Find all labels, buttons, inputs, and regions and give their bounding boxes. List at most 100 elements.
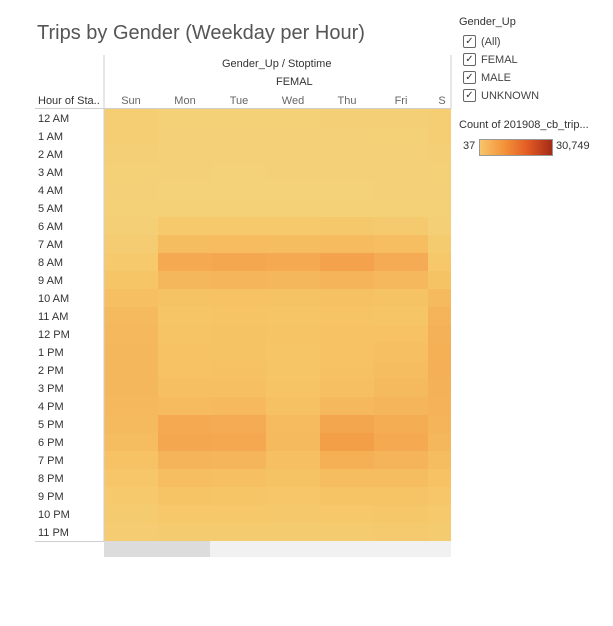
heatmap-cell[interactable] — [104, 199, 158, 217]
heatmap-cell[interactable] — [104, 127, 158, 145]
heatmap-cell[interactable] — [320, 469, 374, 487]
heatmap-cell[interactable] — [158, 433, 212, 451]
heatmap-cell[interactable] — [158, 415, 212, 433]
heatmap-cell[interactable] — [104, 487, 158, 505]
heatmap-cell[interactable] — [374, 433, 428, 451]
heatmap-cell[interactable] — [374, 145, 428, 163]
heatmap-cell[interactable] — [104, 271, 158, 289]
heatmap-cell[interactable] — [374, 469, 428, 487]
heatmap-cell[interactable] — [158, 505, 212, 523]
heatmap-cell[interactable] — [266, 235, 320, 253]
heatmap-cell[interactable] — [104, 235, 158, 253]
heatmap-cell[interactable] — [320, 487, 374, 505]
heatmap-cell[interactable] — [266, 163, 320, 181]
heatmap-cell[interactable] — [266, 271, 320, 289]
heatmap-cell[interactable] — [374, 217, 428, 235]
heatmap-cell[interactable] — [374, 109, 428, 127]
heatmap-cell[interactable] — [158, 289, 212, 307]
heatmap-cell[interactable] — [158, 325, 212, 343]
heatmap-cell[interactable] — [104, 145, 158, 163]
heatmap-cell[interactable] — [428, 271, 482, 289]
heatmap-cell[interactable] — [374, 163, 428, 181]
heatmap-cell[interactable] — [374, 181, 428, 199]
heatmap-cell[interactable] — [212, 199, 266, 217]
heatmap-cell[interactable] — [428, 379, 482, 397]
heatmap-cell[interactable] — [266, 451, 320, 469]
heatmap-cell[interactable] — [104, 343, 158, 361]
heatmap-cell[interactable] — [320, 523, 374, 541]
heatmap-cell[interactable] — [266, 379, 320, 397]
heatmap-cell[interactable] — [104, 181, 158, 199]
heatmap-cell[interactable] — [158, 469, 212, 487]
heatmap-cell[interactable] — [428, 523, 482, 541]
heatmap-cell[interactable] — [158, 235, 212, 253]
heatmap-cell[interactable] — [266, 523, 320, 541]
heatmap-cell[interactable] — [428, 487, 482, 505]
checkbox-icon[interactable]: ✓ — [463, 53, 476, 66]
heatmap-cell[interactable] — [374, 307, 428, 325]
heatmap-cell[interactable] — [374, 397, 428, 415]
heatmap-cell[interactable] — [212, 415, 266, 433]
heatmap-cell[interactable] — [320, 343, 374, 361]
filter-item-unknown[interactable]: ✓ UNKNOWN — [463, 89, 539, 102]
heatmap-cell[interactable] — [374, 289, 428, 307]
heatmap-cell[interactable] — [374, 523, 428, 541]
heatmap-cell[interactable] — [212, 433, 266, 451]
heatmap-cell[interactable] — [158, 181, 212, 199]
heatmap-cell[interactable] — [212, 523, 266, 541]
heatmap-cell[interactable] — [428, 361, 482, 379]
heatmap-cell[interactable] — [158, 361, 212, 379]
heatmap-cell[interactable] — [374, 325, 428, 343]
heatmap-cell[interactable] — [428, 199, 482, 217]
heatmap-cell[interactable] — [212, 487, 266, 505]
heatmap-cell[interactable] — [212, 307, 266, 325]
heatmap-cell[interactable] — [266, 145, 320, 163]
heatmap-cell[interactable] — [266, 361, 320, 379]
scrollbar-thumb[interactable] — [104, 541, 210, 557]
heatmap-cell[interactable] — [104, 415, 158, 433]
heatmap-cell[interactable] — [428, 217, 482, 235]
filter-item-femal[interactable]: ✓ FEMAL — [463, 53, 518, 66]
heatmap-cell[interactable] — [428, 235, 482, 253]
heatmap-cell[interactable] — [320, 109, 374, 127]
heatmap-cell[interactable] — [212, 361, 266, 379]
heatmap-cell[interactable] — [320, 415, 374, 433]
heatmap-cell[interactable] — [158, 343, 212, 361]
heatmap-cell[interactable] — [104, 379, 158, 397]
heatmap-cell[interactable] — [320, 145, 374, 163]
heatmap-cell[interactable] — [374, 451, 428, 469]
heatmap-cell[interactable] — [212, 163, 266, 181]
heatmap-cell[interactable] — [104, 109, 158, 127]
heatmap-cell[interactable] — [158, 217, 212, 235]
heatmap-cell[interactable] — [104, 361, 158, 379]
heatmap-cell[interactable] — [158, 127, 212, 145]
heatmap-cell[interactable] — [266, 343, 320, 361]
heatmap-cell[interactable] — [104, 523, 158, 541]
heatmap-cell[interactable] — [266, 487, 320, 505]
heatmap-cell[interactable] — [158, 199, 212, 217]
heatmap-cell[interactable] — [212, 145, 266, 163]
heatmap-cell[interactable] — [374, 415, 428, 433]
heatmap-cell[interactable] — [428, 397, 482, 415]
heatmap-cell[interactable] — [266, 397, 320, 415]
heatmap-cell[interactable] — [428, 253, 482, 271]
filter-item-all[interactable]: ✓ (All) — [463, 35, 501, 48]
heatmap-cell[interactable] — [428, 505, 482, 523]
heatmap-cell[interactable] — [104, 253, 158, 271]
heatmap-cell[interactable] — [158, 163, 212, 181]
heatmap-cell[interactable] — [212, 253, 266, 271]
heatmap-cell[interactable] — [212, 379, 266, 397]
heatmap-cell[interactable] — [212, 451, 266, 469]
heatmap-cell[interactable] — [428, 433, 482, 451]
heatmap-cell[interactable] — [212, 469, 266, 487]
heatmap-cell[interactable] — [266, 253, 320, 271]
heatmap-cell[interactable] — [104, 307, 158, 325]
checkbox-icon[interactable]: ✓ — [463, 89, 476, 102]
heatmap-cell[interactable] — [320, 433, 374, 451]
row-header[interactable]: Hour of Sta.. — [38, 95, 100, 107]
filter-item-male[interactable]: ✓ MALE — [463, 71, 511, 84]
heatmap-cell[interactable] — [212, 127, 266, 145]
heatmap-cell[interactable] — [266, 325, 320, 343]
heatmap-cell[interactable] — [428, 469, 482, 487]
heatmap-cell[interactable] — [266, 217, 320, 235]
